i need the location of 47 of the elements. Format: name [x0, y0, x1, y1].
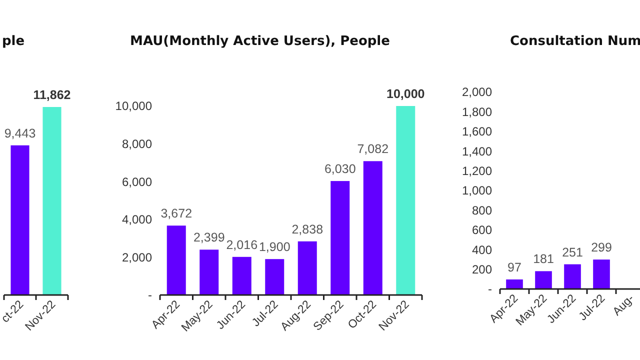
bar — [363, 161, 382, 295]
data-label: 2,016 — [226, 238, 258, 252]
bar — [200, 250, 219, 295]
y-tick-label: 1,800 — [462, 104, 492, 119]
data-label: 10,000 — [386, 87, 425, 101]
bar — [506, 279, 523, 289]
bar — [330, 181, 350, 295]
y-tick-label: 1,400 — [462, 144, 492, 158]
y-tick-label: - — [488, 282, 492, 296]
chart-title: ple — [2, 34, 25, 49]
y-tick-label: 2,000 — [122, 250, 152, 264]
data-label: 2,399 — [193, 230, 225, 245]
bar — [166, 226, 186, 295]
data-label: 97 — [508, 260, 522, 274]
y-tick-label: 1,200 — [462, 164, 492, 178]
bar — [232, 256, 252, 295]
data-label: 6,030 — [324, 162, 356, 176]
bar — [564, 264, 581, 289]
y-tick-label: 800 — [472, 203, 492, 218]
y-tick-label: 4,000 — [122, 212, 152, 227]
y-tick-label: 8,000 — [122, 137, 152, 151]
data-label: 181 — [533, 252, 554, 266]
y-tick-label: 10,000 — [115, 99, 152, 114]
data-label: 9,443 — [4, 126, 36, 140]
data-label: 299 — [591, 240, 612, 255]
data-label: 251 — [562, 245, 583, 260]
bar — [265, 259, 284, 295]
y-tick-label: 1,000 — [462, 184, 492, 198]
data-label: 1,900 — [258, 240, 290, 254]
y-tick-label: 6,000 — [122, 174, 152, 189]
data-label: 3,672 — [160, 206, 192, 221]
x-tick-label: Aug- — [610, 292, 637, 318]
data-label: 2,838 — [292, 222, 324, 236]
y-tick-label: 200 — [472, 262, 492, 276]
data-label: 11,862 — [33, 88, 71, 102]
y-tick-label: 600 — [472, 223, 492, 238]
bar — [535, 271, 552, 289]
bar — [593, 260, 610, 289]
bar — [298, 241, 317, 295]
y-tick-label: 400 — [472, 242, 492, 257]
chart-title: MAU(Monthly Active Users), People — [130, 34, 390, 49]
chart-title: Consultation Num — [510, 34, 640, 49]
data-label: 7,082 — [357, 142, 389, 156]
y-tick-label: - — [148, 288, 152, 302]
y-tick-label: 2,000 — [462, 85, 492, 100]
bar — [396, 106, 416, 295]
y-tick-label: 1,600 — [462, 124, 492, 139]
